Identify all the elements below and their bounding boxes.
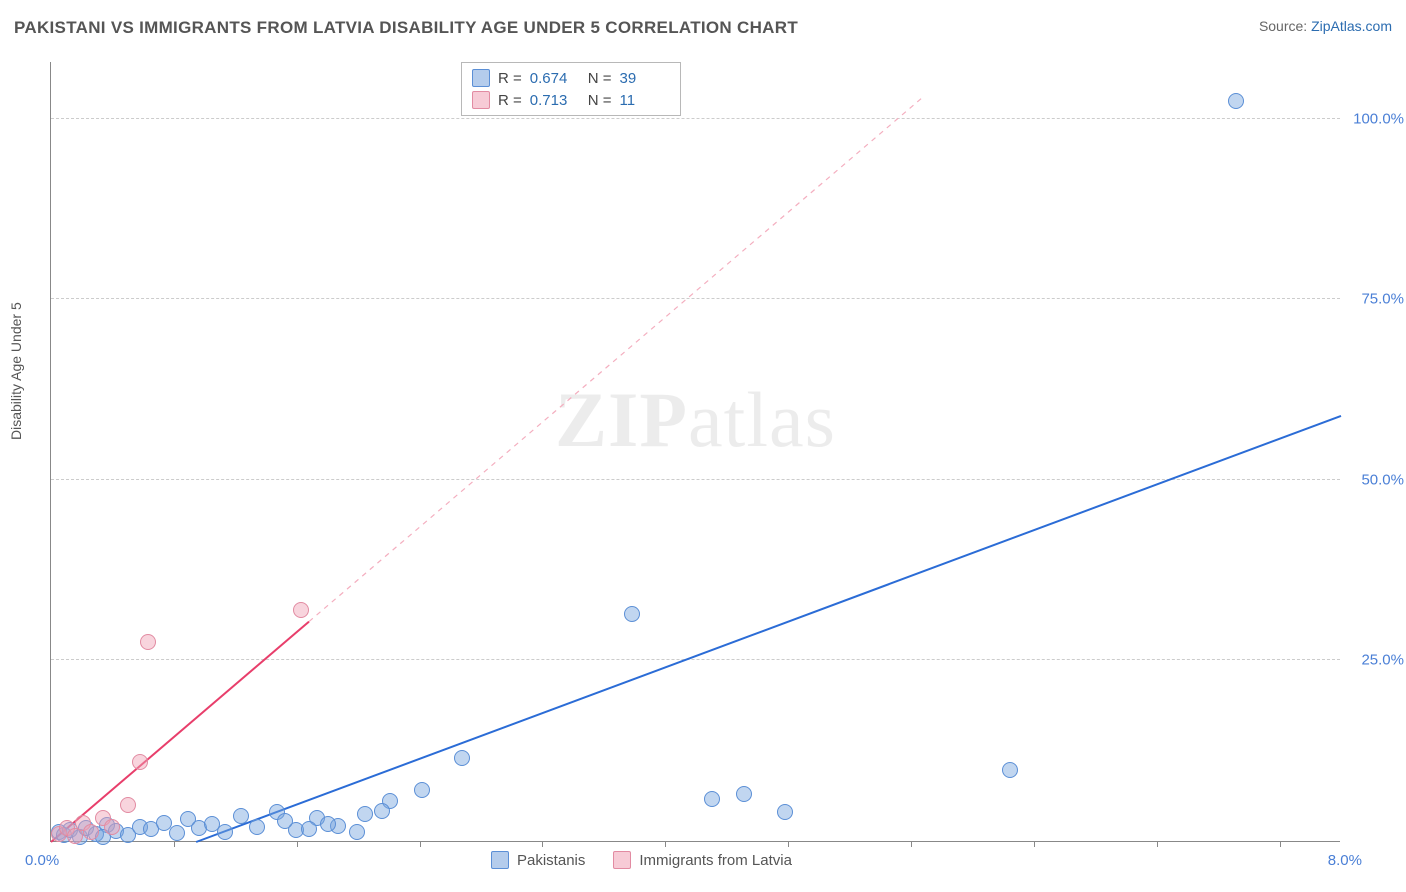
y-axis-label: Disability Age Under 5 [8,302,24,440]
source-prefix: Source: [1259,18,1311,34]
y-tick-label: 75.0% [1361,291,1404,308]
y-tick-label: 25.0% [1361,652,1404,669]
source-link[interactable]: ZipAtlas.com [1311,18,1392,34]
swatch-pink [613,851,631,869]
data-point [704,791,720,807]
data-point [357,806,373,822]
data-point [301,821,317,837]
data-point [777,804,793,820]
series-legend: Pakistanis Immigrants from Latvia [491,851,792,869]
data-point [736,786,752,802]
scatter-plot: ZIPatlas R = 0.674 N = 39 R = 0.713 N = … [50,62,1340,842]
legend-label-latvia: Immigrants from Latvia [639,852,792,869]
data-point [120,797,136,813]
data-point [414,782,430,798]
data-point [217,824,233,840]
x-max-label: 8.0% [1328,852,1362,869]
data-point [104,819,120,835]
data-point [277,813,293,829]
legend-item-latvia: Immigrants from Latvia [613,851,792,869]
data-point [169,825,185,841]
y-tick-label: 50.0% [1361,471,1404,488]
data-point [374,803,390,819]
data-point [83,824,99,840]
data-point [1002,762,1018,778]
chart-title: PAKISTANI VS IMMIGRANTS FROM LATVIA DISA… [14,18,798,38]
trend-overlay [51,62,1341,842]
y-tick-label: 100.0% [1353,110,1404,127]
legend-label-pakistanis: Pakistanis [517,852,585,869]
data-point [320,816,336,832]
legend-item-pakistanis: Pakistanis [491,851,585,869]
trend-line-solid [196,416,1341,842]
x-origin-label: 0.0% [25,852,59,869]
swatch-blue [491,851,509,869]
data-point [233,808,249,824]
data-point [1228,93,1244,109]
data-point [249,819,265,835]
trend-line-dashed [309,98,922,621]
chart-header: PAKISTANI VS IMMIGRANTS FROM LATVIA DISA… [14,18,1392,38]
data-point [349,824,365,840]
source-attribution: Source: ZipAtlas.com [1259,18,1392,34]
data-point [454,750,470,766]
data-point [293,602,309,618]
data-point [140,634,156,650]
data-point [624,606,640,622]
data-point [132,754,148,770]
